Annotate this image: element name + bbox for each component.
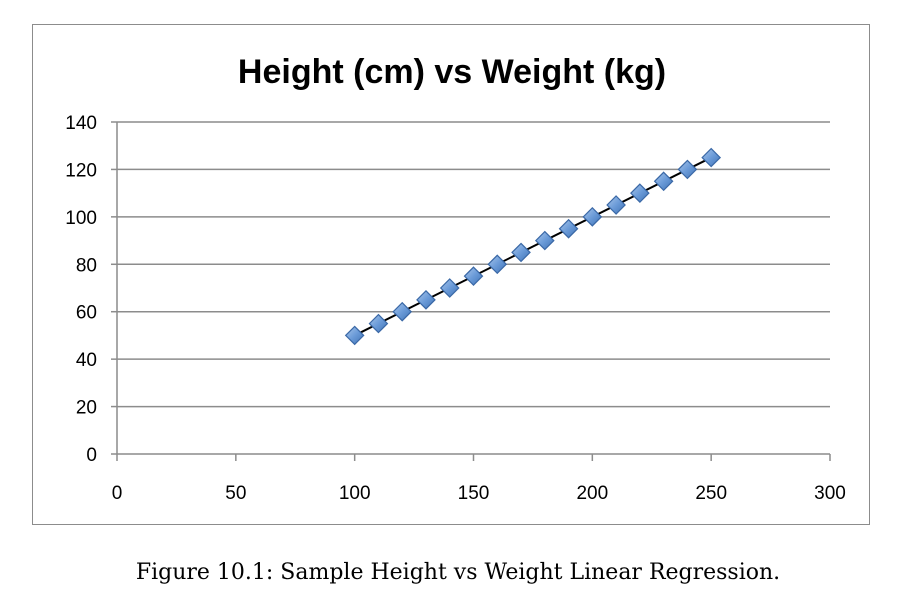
- data-point: [630, 183, 650, 203]
- gridlines: [117, 121, 830, 408]
- data-point: [368, 313, 389, 334]
- data-point: [677, 159, 698, 180]
- y-tick-label: 100: [65, 208, 97, 229]
- data-point: [701, 147, 722, 168]
- data-point: [439, 278, 460, 298]
- x-tick-label: 0: [112, 483, 123, 504]
- x-tick-label: 200: [576, 483, 608, 504]
- data-point: [511, 242, 531, 263]
- x-tick-label: 150: [458, 483, 490, 504]
- chart-title: Height (cm) vs Weight (kg): [238, 53, 666, 91]
- data-point: [534, 230, 555, 251]
- figure-caption: Figure 10.1: Sample Height vs Weight Lin…: [135, 560, 781, 585]
- data-point: [416, 290, 436, 310]
- data-point: [392, 301, 413, 322]
- data-point: [463, 266, 484, 286]
- y-tick-label: 120: [65, 160, 97, 181]
- data-point: [558, 218, 579, 239]
- trendline-layer: [354, 156, 712, 337]
- y-tick-label: 40: [76, 350, 97, 371]
- y-tick-label: 80: [76, 255, 97, 276]
- y-tick-label: 140: [65, 113, 97, 134]
- data-point: [487, 254, 508, 275]
- data-point: [344, 325, 365, 346]
- y-tick-label: 0: [86, 445, 97, 466]
- data-point: [606, 195, 626, 215]
- x-tick-label: 300: [814, 483, 846, 504]
- x-tick-label: 100: [339, 483, 371, 504]
- x-tick-label: 250: [695, 483, 727, 504]
- x-tick-label: 50: [225, 483, 246, 504]
- y-tick-label: 60: [76, 303, 97, 324]
- data-points: [344, 147, 722, 346]
- y-tick-label: 20: [76, 398, 97, 419]
- chart-frame: Height (cm) vs Weight (kg) 0 20 40 60 80 100 1…: [32, 24, 870, 525]
- data-point: [582, 207, 603, 227]
- data-point: [653, 171, 674, 192]
- trendline: [354, 156, 712, 337]
- axes: 0 20 40 60 80 100 120 140 0 50 100 150 200 250 300: [65, 113, 846, 504]
- scatter-chart: Height (cm) vs Weight (kg) 0 20 40 60 80 100 1…: [65, 53, 846, 504]
